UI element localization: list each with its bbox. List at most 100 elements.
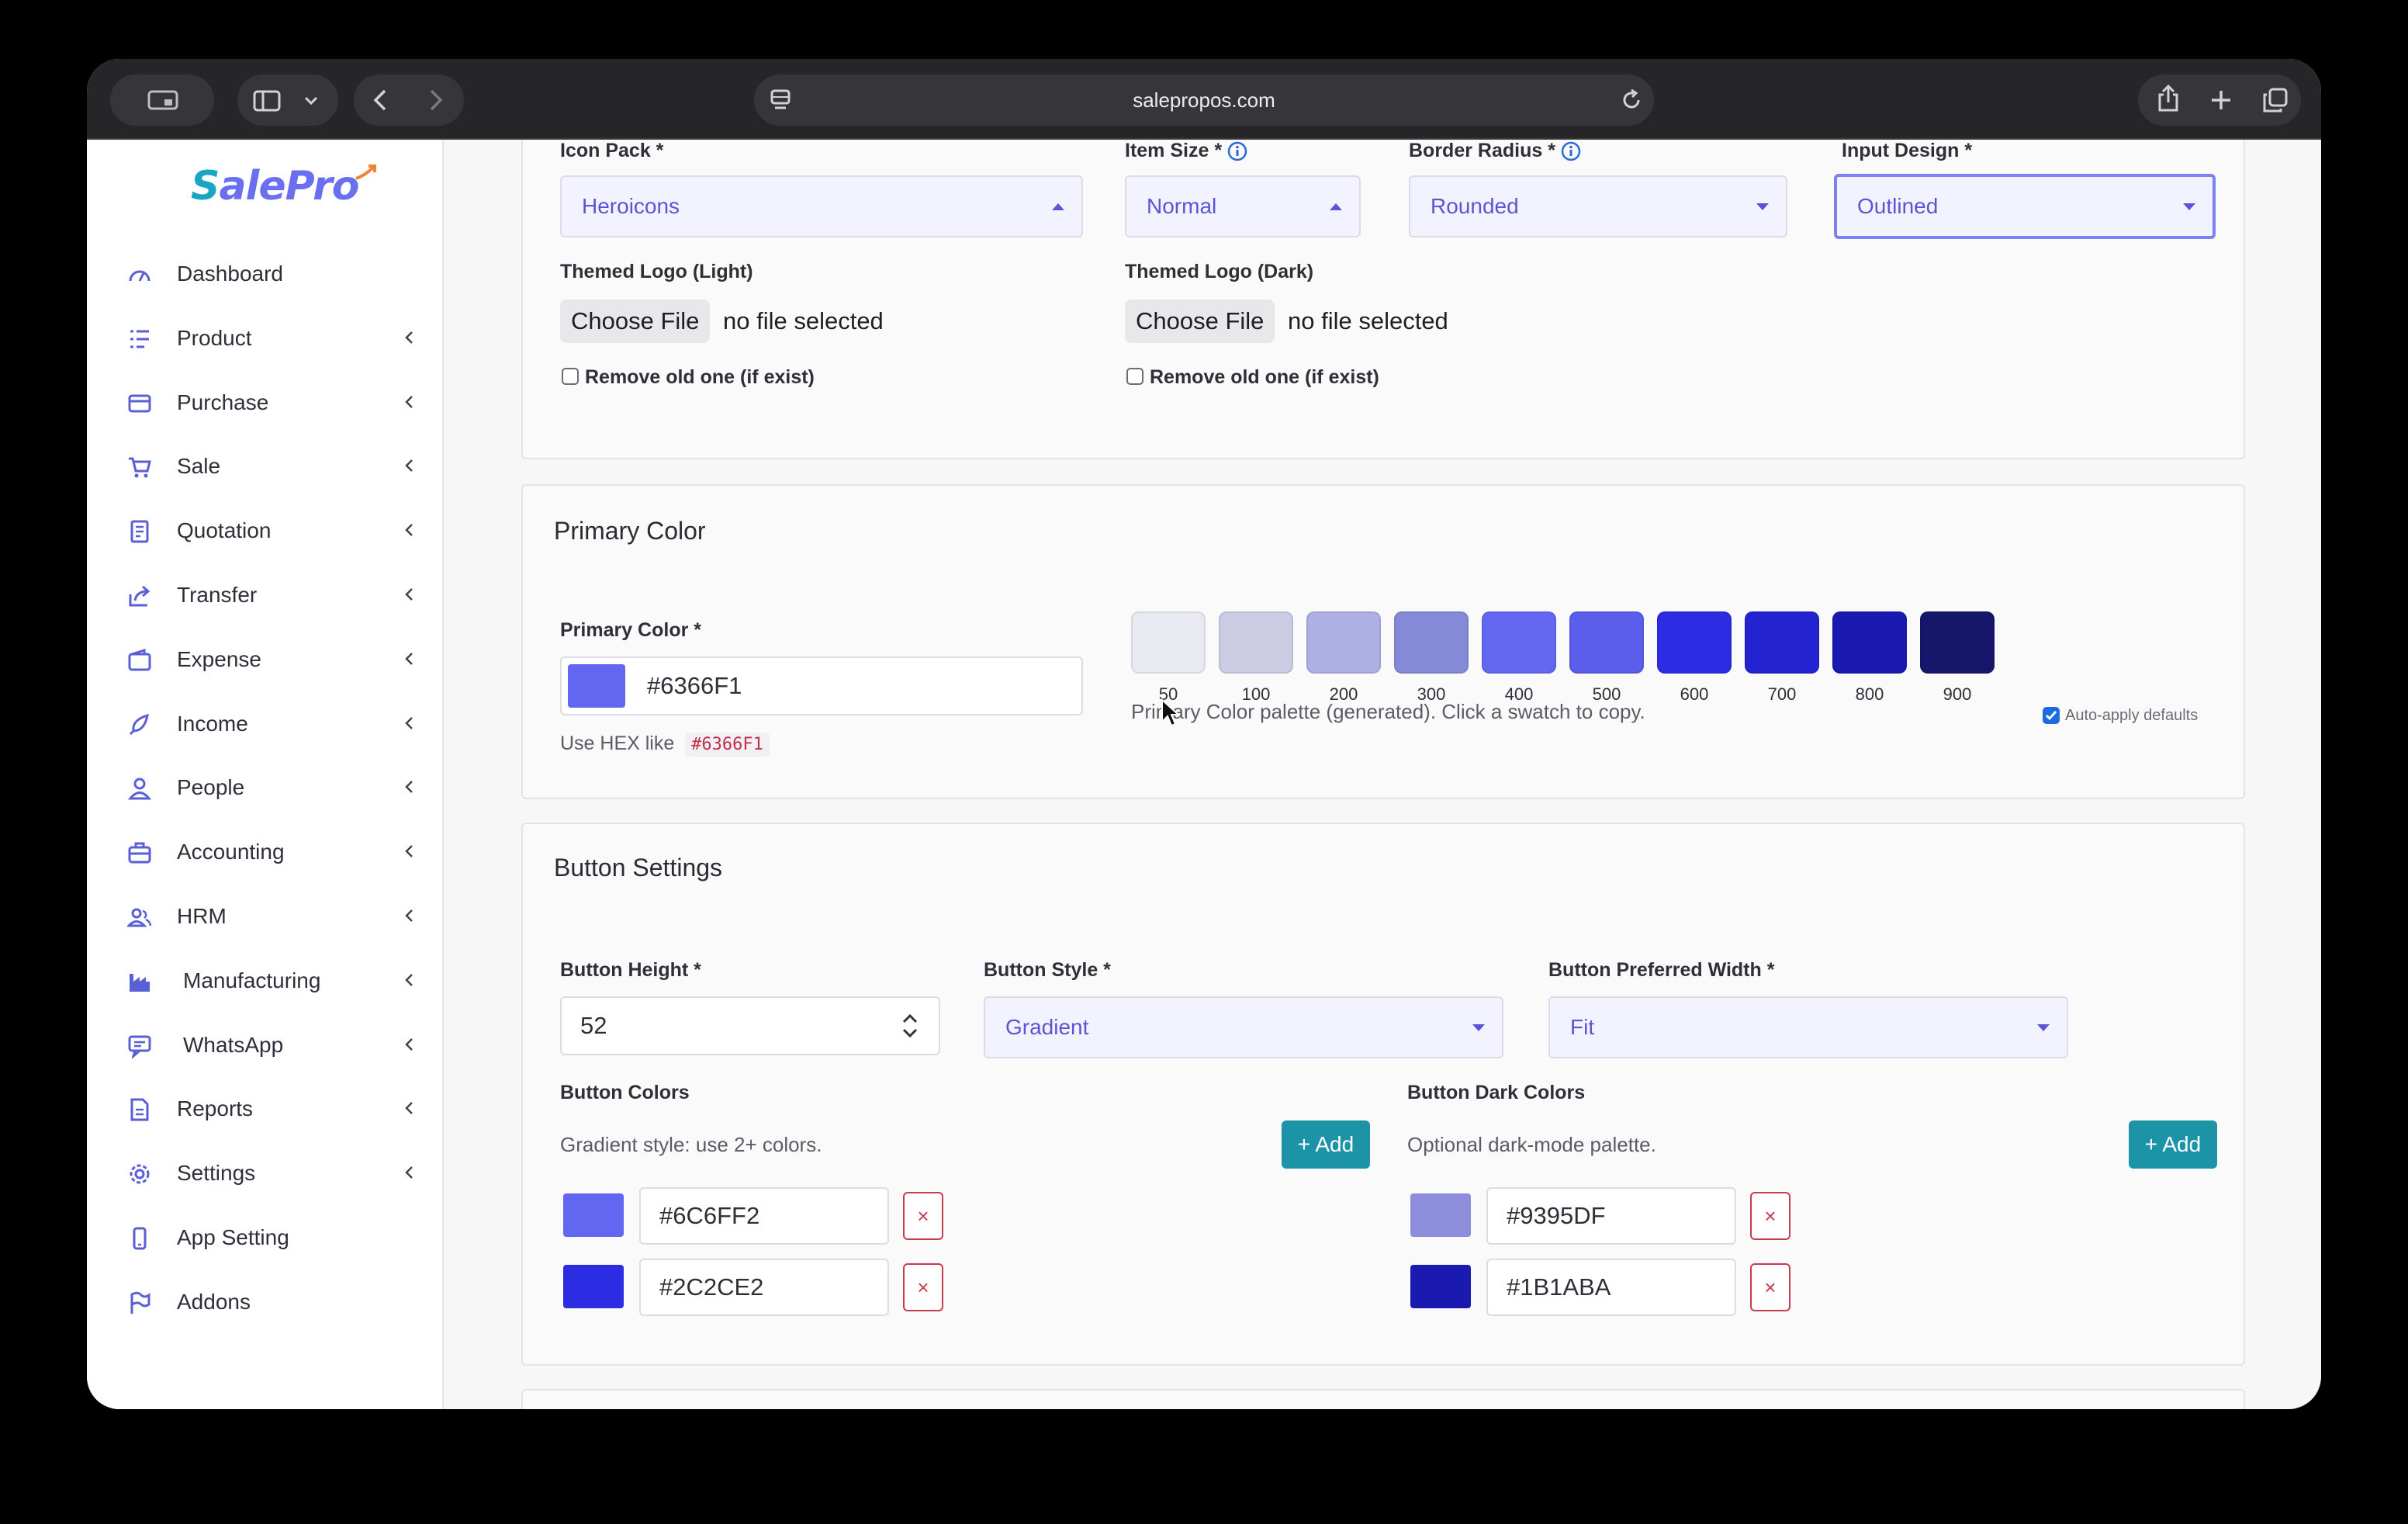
sidebar-item-product[interactable]: Product: [87, 311, 444, 365]
profile-button[interactable]: [110, 74, 214, 126]
primary-color-input[interactable]: #6366F1: [560, 656, 1083, 715]
chevron-left-icon: [405, 845, 413, 858]
sidebar-item-label: Expense: [177, 646, 261, 671]
sidebar-item-income[interactable]: Income: [87, 697, 444, 751]
choose-file-dark-button[interactable]: Choose File: [1125, 300, 1275, 343]
sidebar-item-accounting[interactable]: Accounting: [87, 825, 444, 879]
sidebar-item-quotation[interactable]: Quotation: [87, 504, 444, 558]
caret-down-icon: [2037, 1024, 2050, 1031]
button-color-swatch[interactable]: [563, 1193, 624, 1237]
remove-color-button[interactable]: ×: [1750, 1263, 1790, 1311]
stepper-icon[interactable]: [901, 1012, 919, 1040]
item-size-select[interactable]: Normal: [1125, 175, 1361, 237]
palette-swatch-300[interactable]: [1394, 611, 1469, 674]
palette-swatch-label: 900: [1943, 684, 1972, 704]
sidebar-item-whatsapp[interactable]: WhatsApp: [87, 1018, 444, 1072]
palette-swatch-500[interactable]: [1569, 611, 1644, 674]
remove-color-button[interactable]: ×: [903, 1263, 943, 1311]
reload-icon[interactable]: [1620, 88, 1643, 112]
browser-toolbar: salepropos.com: [87, 59, 2321, 140]
sidebar-toggle-button[interactable]: [237, 74, 338, 126]
sidebar-item-hrm[interactable]: HRM: [87, 889, 444, 944]
sidebar: SalePro Dashboard Product Purchase Sale Quot…: [87, 140, 444, 1409]
input-design-select[interactable]: Outlined: [1834, 174, 2216, 239]
info-icon[interactable]: [1227, 141, 1247, 161]
chevron-left-icon: [405, 716, 413, 729]
palette-swatch-50[interactable]: [1131, 611, 1206, 674]
chevron-left-icon: [405, 395, 413, 408]
sidebar-item-addons[interactable]: Addons: [87, 1275, 444, 1329]
add-button-color-button[interactable]: + Add: [1282, 1120, 1370, 1169]
tabs-overview-icon[interactable]: [2262, 87, 2289, 113]
chevron-left-icon: [405, 1037, 413, 1051]
sidebar-item-reports[interactable]: Reports: [87, 1082, 444, 1136]
button-style-select[interactable]: Gradient: [984, 996, 1503, 1058]
checkbox-checked-icon[interactable]: [2042, 706, 2060, 725]
back-icon[interactable]: [372, 88, 388, 112]
sidebar-item-expense[interactable]: Expense: [87, 632, 444, 687]
button-color-hex-input[interactable]: #2C2CE2: [639, 1259, 889, 1316]
forward-icon[interactable]: [428, 88, 444, 112]
info-icon[interactable]: [1561, 141, 1581, 161]
palette-swatch-label: 400: [1504, 684, 1534, 704]
sidebar-item-dashboard[interactable]: Dashboard: [87, 247, 444, 301]
border-radius-select[interactable]: Rounded: [1409, 175, 1787, 237]
sidebar-item-app-setting[interactable]: App Setting: [87, 1211, 444, 1265]
sidebar-item-people[interactable]: People: [87, 760, 444, 815]
auto-apply-toggle[interactable]: Auto-apply defaults: [2042, 706, 2198, 725]
button-dark-color-hex-input[interactable]: #1B1ABA: [1486, 1259, 1736, 1316]
remove-old-dark-checkbox[interactable]: [1126, 368, 1143, 385]
sidebar-item-settings[interactable]: Settings: [87, 1146, 444, 1200]
new-tab-icon[interactable]: [2209, 88, 2233, 112]
sidebar-item-sale[interactable]: Sale: [87, 439, 444, 494]
palette-swatch-900[interactable]: [1920, 611, 1995, 674]
choose-file-light-button[interactable]: Choose File: [560, 300, 711, 343]
palette-swatch-400[interactable]: [1482, 611, 1556, 674]
share-icon[interactable]: [2157, 84, 2180, 113]
add-button-dark-color-button[interactable]: + Add: [2129, 1120, 2217, 1169]
button-dark-colors-hint: Optional dark-mode palette.: [1407, 1133, 1656, 1156]
button-dark-color-swatch[interactable]: [1410, 1265, 1471, 1308]
remove-color-button[interactable]: ×: [1750, 1192, 1790, 1240]
button-height-input[interactable]: 52: [560, 996, 940, 1055]
button-color-swatch[interactable]: [563, 1265, 624, 1308]
sidebar-item-label: Addons: [177, 1289, 251, 1314]
sidebar-item-transfer[interactable]: Transfer: [87, 568, 444, 622]
chevron-left-icon: [405, 588, 413, 601]
palette-swatch-200[interactable]: [1306, 611, 1381, 674]
palette-swatch-700[interactable]: [1745, 611, 1819, 674]
factory-icon: [130, 973, 150, 992]
remove-color-button[interactable]: ×: [903, 1192, 943, 1240]
sidebar-item-label: Manufacturing: [183, 968, 321, 992]
logo-dark-label: Themed Logo (Dark): [1125, 261, 1314, 282]
sidebar-item-label: Product: [177, 325, 252, 350]
cart-icon: [129, 457, 151, 478]
chevron-left-icon: [405, 909, 413, 922]
user-icon: [127, 778, 152, 800]
card-icon: [128, 394, 151, 413]
document-icon: [130, 520, 149, 543]
sidebar-item-label: WhatsApp: [183, 1032, 284, 1057]
file-status-light: no file selected: [723, 307, 884, 334]
logo-arrow-icon: [355, 165, 376, 180]
palette-swatch-800[interactable]: [1832, 611, 1907, 674]
button-dark-color-hex-input[interactable]: #9395DF: [1486, 1187, 1736, 1245]
address-bar[interactable]: salepropos.com: [754, 74, 1654, 126]
button-color-hex-input[interactable]: #6C6FF2: [639, 1187, 889, 1245]
button-width-select[interactable]: Fit: [1548, 996, 2068, 1058]
remove-old-light-checkbox[interactable]: [562, 368, 579, 385]
caret-up-icon: [1330, 203, 1342, 210]
palette-swatch-100[interactable]: [1219, 611, 1293, 674]
palette-hint: Primary Color palette (generated). Click…: [1131, 700, 1645, 723]
chevron-left-icon: [405, 973, 413, 986]
salepro-logo[interactable]: SalePro: [191, 163, 378, 210]
palette-swatch-600[interactable]: [1657, 611, 1732, 674]
sidebar-item-manufacturing[interactable]: Manufacturing: [87, 954, 444, 1008]
icon-pack-select[interactable]: Heroicons: [560, 175, 1083, 237]
sidebar-item-purchase[interactable]: Purchase: [87, 376, 444, 430]
primary-color-picker[interactable]: [568, 664, 625, 708]
sidebar-toggle-icon: [253, 90, 281, 112]
button-dark-color-swatch[interactable]: [1410, 1193, 1471, 1237]
window-actions: [2138, 74, 2301, 126]
button-dark-colors-label: Button Dark Colors: [1407, 1082, 1586, 1103]
